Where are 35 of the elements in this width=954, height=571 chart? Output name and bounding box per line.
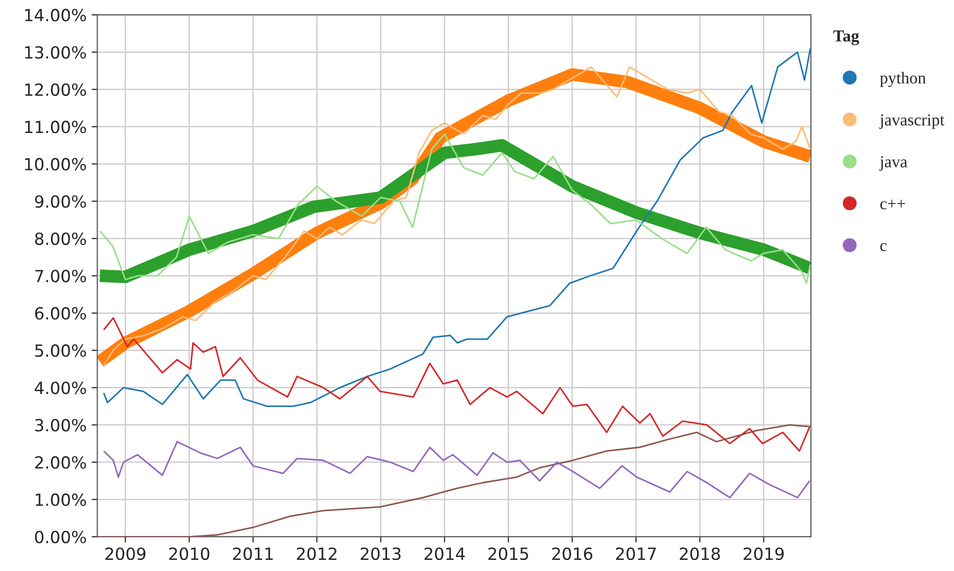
legend-label: python xyxy=(880,72,926,88)
y-tick-label: 4.00% xyxy=(34,382,86,394)
y-tick-label: 3.00% xyxy=(35,418,86,432)
y-tick-label: 8.00% xyxy=(35,232,86,246)
y-tick-label: 0.00% xyxy=(35,530,86,544)
legend-label: javascript xyxy=(879,114,944,129)
x-tick-label: 2012 xyxy=(296,547,336,560)
line-series xyxy=(102,440,810,498)
x-tick-label: 2015 xyxy=(488,547,528,560)
y-tick-label: 7.00% xyxy=(35,270,86,282)
legend-title: Tag xyxy=(833,30,860,46)
legend-label: c xyxy=(880,243,887,252)
y-tick-label: 14.00% xyxy=(25,8,86,22)
legend-label: c++ xyxy=(880,200,906,210)
legend-label: java xyxy=(879,156,908,171)
y-tick-label: 10.00% xyxy=(25,158,86,171)
y-tick-label: 2.00% xyxy=(35,456,86,469)
x-tick-label: 2019 xyxy=(744,547,784,560)
line-series xyxy=(102,48,811,408)
y-tick-label: 9.00% xyxy=(34,195,86,208)
x-tick-label: 2009 xyxy=(105,547,146,560)
x-tick-label: 2010 xyxy=(169,547,210,560)
y-tick-label: 13.00% xyxy=(25,46,86,59)
x-tick-label: 2018 xyxy=(680,547,720,560)
y-tick-label: 5.00% xyxy=(35,344,86,357)
y-tick-label: 1.00% xyxy=(36,493,86,506)
x-tick-label: 2016 xyxy=(552,547,592,560)
x-tick-label: 2013 xyxy=(360,547,401,560)
line-series xyxy=(102,317,810,452)
y-tick-label: 11.00% xyxy=(25,120,86,134)
x-tick-label: 2011 xyxy=(233,547,273,560)
x-tick-label: 2017 xyxy=(616,547,656,560)
y-tick-label: 12.00% xyxy=(25,83,86,96)
y-tick-label: 6.00% xyxy=(35,307,86,320)
x-tick-label: 2014 xyxy=(424,547,465,560)
